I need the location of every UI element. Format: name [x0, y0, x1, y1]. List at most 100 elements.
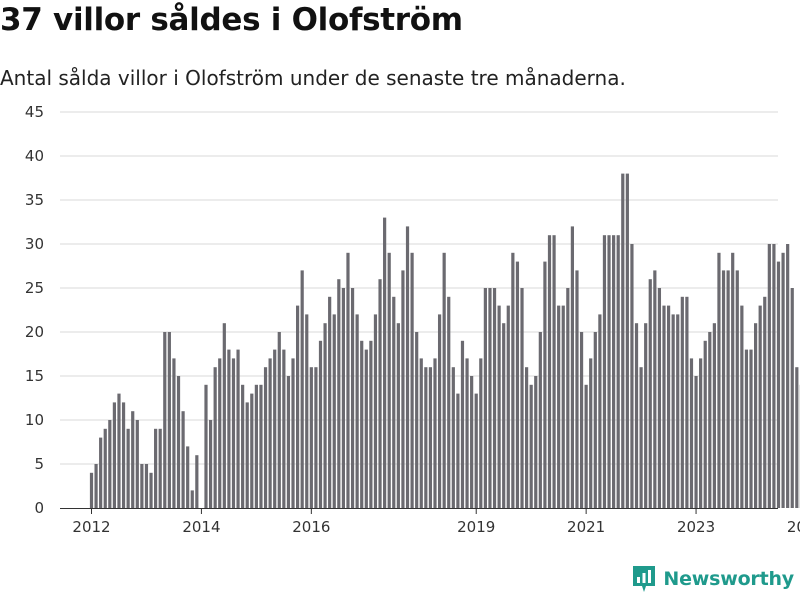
bar: [699, 358, 703, 508]
bar: [241, 384, 245, 508]
bar: [364, 349, 368, 508]
y-tick-label: 15: [25, 367, 44, 385]
bar: [616, 235, 620, 508]
bar: [657, 288, 662, 508]
bar: [332, 314, 336, 508]
x-tick-label: 2023: [677, 518, 715, 536]
bar: [437, 314, 442, 508]
bar: [387, 252, 391, 508]
bar: [520, 288, 524, 508]
bar: [396, 323, 400, 508]
bar: [639, 367, 643, 508]
y-tick-label: 25: [25, 279, 44, 297]
bar: [607, 235, 611, 508]
bar: [644, 323, 648, 508]
bar: [634, 323, 639, 508]
bar: [346, 252, 350, 508]
y-tick-label: 20: [25, 323, 44, 341]
bar: [227, 349, 231, 508]
bar: [758, 305, 762, 508]
bar: [158, 428, 162, 508]
x-tick-label: 2014: [182, 518, 220, 536]
bar: [433, 358, 437, 508]
y-tick-label: 45: [25, 103, 44, 121]
newsworthy-logo-icon: [633, 566, 656, 592]
bar: [511, 252, 515, 508]
bar: [584, 384, 588, 508]
bar: [181, 411, 185, 508]
bar: [291, 358, 295, 508]
chart-subtitle: Antal sålda villor i Olofström under de …: [0, 66, 626, 90]
bar: [131, 411, 135, 508]
bar: [602, 235, 607, 508]
bar: [662, 305, 666, 508]
bar: [314, 367, 318, 508]
bar: [529, 384, 533, 508]
bar: [236, 349, 240, 508]
bar: [735, 270, 739, 508]
bar: [300, 270, 304, 508]
bar: [767, 244, 771, 508]
bar: [786, 244, 790, 508]
bar: [460, 340, 465, 508]
bar: [671, 314, 675, 508]
y-tick-label: 5: [34, 455, 44, 473]
bar: [323, 323, 327, 508]
bar: [648, 279, 652, 508]
bar: [534, 376, 538, 508]
bar: [593, 332, 597, 508]
bar: [378, 279, 382, 508]
bar: [309, 367, 313, 508]
bar: [561, 305, 565, 508]
bar: [286, 376, 291, 508]
grid-lines: [60, 111, 778, 465]
bar: [740, 305, 744, 508]
bar: [525, 367, 529, 508]
bar: [117, 393, 121, 508]
bar: [163, 332, 167, 508]
bar: [547, 235, 552, 508]
bar: [190, 490, 194, 508]
bar: [204, 384, 208, 508]
bar: [149, 472, 153, 508]
bar: [447, 296, 451, 508]
bar: [126, 428, 130, 508]
bar: [721, 270, 726, 508]
y-axis-ticks: 0 5 10 15 20 25 30 35 40 45: [25, 103, 44, 517]
bar: [369, 340, 373, 508]
bar: [94, 464, 98, 508]
bar: [410, 252, 414, 508]
y-tick-label: 10: [25, 411, 44, 429]
bar: [99, 437, 103, 508]
bar: [341, 288, 345, 508]
bar: [625, 173, 629, 508]
bar: [419, 358, 423, 508]
bar: [231, 358, 236, 508]
bar: [213, 367, 217, 508]
x-tick-label: 2016: [292, 518, 330, 536]
bar: [222, 323, 226, 508]
x-tick-label: 2019: [457, 518, 495, 536]
bar: [763, 296, 767, 508]
bar: [154, 428, 158, 508]
bar: [676, 314, 680, 508]
bar: [195, 455, 199, 508]
bar: [570, 226, 574, 508]
bar: [497, 305, 501, 508]
bar: [167, 332, 171, 508]
bar: [103, 428, 107, 508]
bar: [401, 270, 405, 508]
bar: [694, 376, 698, 508]
bar: [273, 349, 277, 508]
bar: [795, 367, 799, 508]
bar: [108, 420, 112, 508]
bar: [483, 288, 487, 508]
bar: [557, 305, 561, 508]
bar: [474, 393, 478, 508]
chart-title: 37 villor såldes i Olofström: [0, 2, 463, 38]
bar: [703, 340, 707, 508]
bar: [392, 296, 396, 508]
